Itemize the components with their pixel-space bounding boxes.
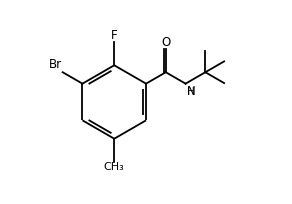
Text: H: H: [187, 87, 194, 97]
Text: CH₃: CH₃: [104, 162, 125, 172]
Text: F: F: [111, 29, 118, 42]
Text: Br: Br: [48, 58, 62, 71]
Text: O: O: [161, 36, 171, 49]
Text: N: N: [187, 85, 195, 98]
